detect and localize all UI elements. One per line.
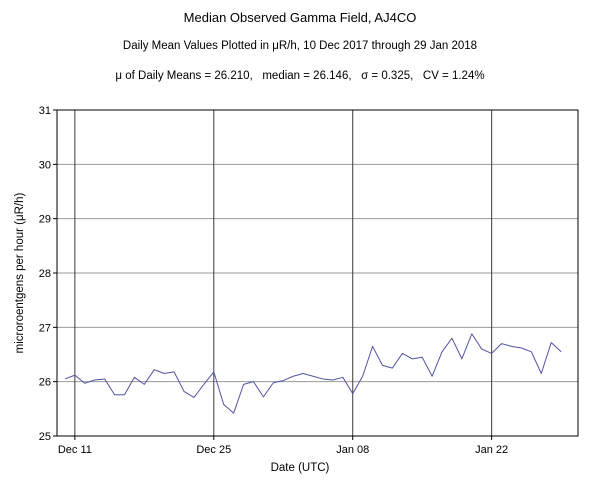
x-tick-label: Jan 08 xyxy=(336,444,369,456)
y-tick-label: 28 xyxy=(39,268,51,280)
y-tick-label: 30 xyxy=(39,159,51,171)
y-tick-label: 31 xyxy=(39,105,51,117)
x-axis-label: Date (UTC) xyxy=(270,462,330,474)
x-tick-label: Dec 25 xyxy=(196,444,231,456)
y-tick-label: 25 xyxy=(39,431,51,443)
x-tick-label: Dec 11 xyxy=(58,444,92,456)
data-line xyxy=(64,333,562,414)
y-tick-label: 26 xyxy=(39,377,51,389)
chart-subtitle: Daily Mean Values Plotted in μR/h, 10 De… xyxy=(122,40,478,52)
x-tick-label: Jan 22 xyxy=(475,444,508,456)
chart-stats-line: μ of Daily Means = 26.210, median = 26.1… xyxy=(115,70,485,82)
y-tick-label: 29 xyxy=(39,214,51,226)
y-tick-label: 27 xyxy=(39,322,51,334)
chart-title: Median Observed Gamma Field, AJ4CO xyxy=(183,10,417,25)
